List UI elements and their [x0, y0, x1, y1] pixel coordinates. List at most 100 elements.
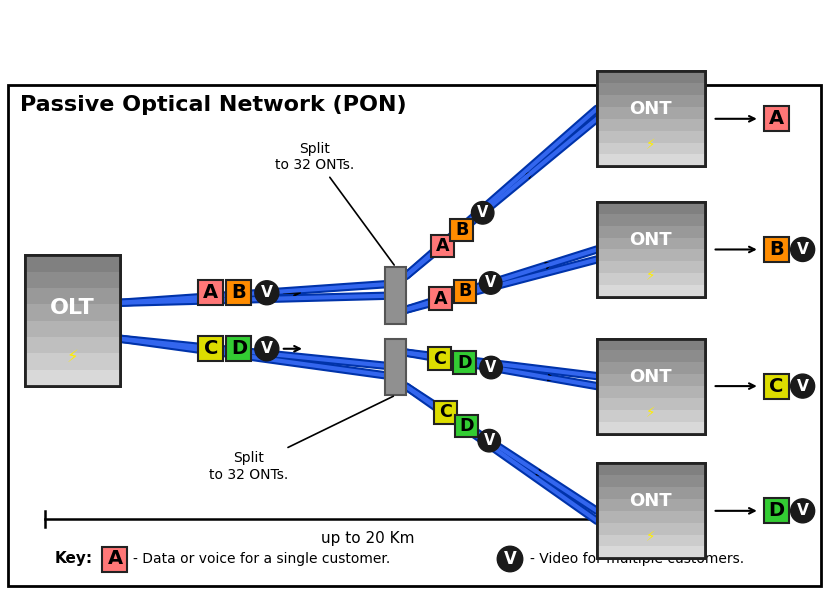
- Bar: [596, 374, 704, 386]
- Text: A: A: [435, 237, 449, 255]
- Bar: [596, 362, 704, 374]
- Bar: [596, 499, 704, 511]
- Text: D: D: [230, 339, 247, 358]
- Text: Key:: Key:: [55, 551, 93, 567]
- Text: V: V: [484, 276, 496, 290]
- Bar: [596, 131, 704, 143]
- Bar: [596, 285, 704, 297]
- Text: up to 20 Km: up to 20 Km: [320, 531, 414, 546]
- FancyBboxPatch shape: [596, 71, 704, 166]
- Bar: [25, 255, 120, 272]
- FancyBboxPatch shape: [198, 280, 223, 305]
- Bar: [25, 288, 120, 304]
- FancyBboxPatch shape: [453, 280, 476, 302]
- Text: V: V: [796, 503, 807, 519]
- FancyBboxPatch shape: [385, 267, 406, 324]
- FancyBboxPatch shape: [103, 546, 128, 571]
- Bar: [25, 369, 120, 386]
- FancyBboxPatch shape: [431, 235, 453, 257]
- Bar: [596, 475, 704, 487]
- Bar: [8, 85, 820, 586]
- Text: B: B: [231, 283, 246, 302]
- Bar: [596, 410, 704, 422]
- Text: C: C: [439, 403, 451, 421]
- Bar: [596, 119, 704, 131]
- Text: Split
to 32 ONTs.: Split to 32 ONTs.: [275, 142, 394, 265]
- Text: B: B: [455, 221, 468, 239]
- FancyBboxPatch shape: [450, 219, 473, 241]
- Text: Passive Optical Network (PON): Passive Optical Network (PON): [20, 95, 407, 115]
- Bar: [25, 305, 120, 321]
- Bar: [596, 238, 704, 249]
- Text: C: C: [768, 377, 783, 396]
- FancyBboxPatch shape: [763, 106, 788, 131]
- FancyBboxPatch shape: [453, 352, 475, 374]
- FancyBboxPatch shape: [428, 347, 450, 370]
- Bar: [596, 535, 704, 546]
- Bar: [596, 95, 704, 107]
- Bar: [25, 272, 120, 288]
- Circle shape: [790, 374, 814, 398]
- FancyBboxPatch shape: [763, 498, 788, 523]
- Text: A: A: [434, 290, 447, 308]
- Text: B: B: [768, 240, 783, 259]
- Text: A: A: [768, 109, 783, 128]
- Circle shape: [479, 356, 502, 379]
- Circle shape: [254, 337, 278, 361]
- Bar: [596, 386, 704, 398]
- Text: Split
to 32 ONTs.: Split to 32 ONTs.: [209, 396, 392, 482]
- Bar: [596, 143, 704, 154]
- Text: - Data or voice for a single customer.: - Data or voice for a single customer.: [132, 552, 390, 566]
- Bar: [596, 202, 704, 214]
- Text: ⚡: ⚡: [645, 406, 655, 420]
- Text: B: B: [458, 282, 471, 300]
- Text: A: A: [203, 283, 218, 302]
- FancyBboxPatch shape: [455, 415, 478, 437]
- Text: V: V: [796, 242, 807, 257]
- Text: V: V: [485, 360, 496, 375]
- Circle shape: [790, 499, 814, 523]
- Circle shape: [790, 238, 814, 261]
- Bar: [596, 463, 704, 475]
- Text: A: A: [108, 549, 123, 568]
- Text: ⚡: ⚡: [66, 348, 79, 366]
- Bar: [596, 261, 704, 273]
- FancyBboxPatch shape: [763, 374, 788, 399]
- FancyBboxPatch shape: [226, 336, 251, 361]
- Text: OLT: OLT: [51, 298, 94, 318]
- Text: ⚡: ⚡: [645, 530, 655, 545]
- FancyBboxPatch shape: [596, 463, 704, 558]
- FancyBboxPatch shape: [596, 339, 704, 434]
- FancyBboxPatch shape: [429, 287, 452, 310]
- Bar: [596, 422, 704, 434]
- Circle shape: [478, 429, 500, 452]
- FancyBboxPatch shape: [198, 336, 223, 361]
- Bar: [596, 83, 704, 95]
- FancyBboxPatch shape: [763, 237, 788, 262]
- FancyBboxPatch shape: [596, 202, 704, 297]
- Text: ⚡: ⚡: [645, 138, 655, 153]
- Circle shape: [254, 281, 278, 305]
- Text: C: C: [433, 349, 445, 368]
- Bar: [596, 107, 704, 119]
- Text: C: C: [204, 339, 218, 358]
- Bar: [25, 321, 120, 337]
- Bar: [596, 154, 704, 166]
- Text: V: V: [261, 285, 272, 300]
- Text: V: V: [796, 378, 807, 394]
- Bar: [596, 487, 704, 499]
- Text: - Video for multiple customers.: - Video for multiple customers.: [529, 552, 744, 566]
- Text: ONT: ONT: [628, 492, 672, 510]
- Bar: [596, 350, 704, 362]
- Bar: [596, 214, 704, 226]
- Bar: [596, 339, 704, 350]
- Text: ONT: ONT: [628, 100, 672, 118]
- Text: D: D: [768, 501, 784, 520]
- Text: V: V: [483, 433, 494, 448]
- Text: D: D: [459, 417, 474, 435]
- Text: V: V: [476, 206, 488, 220]
- FancyBboxPatch shape: [25, 255, 120, 386]
- Circle shape: [471, 201, 493, 224]
- FancyBboxPatch shape: [385, 339, 406, 395]
- Bar: [596, 511, 704, 523]
